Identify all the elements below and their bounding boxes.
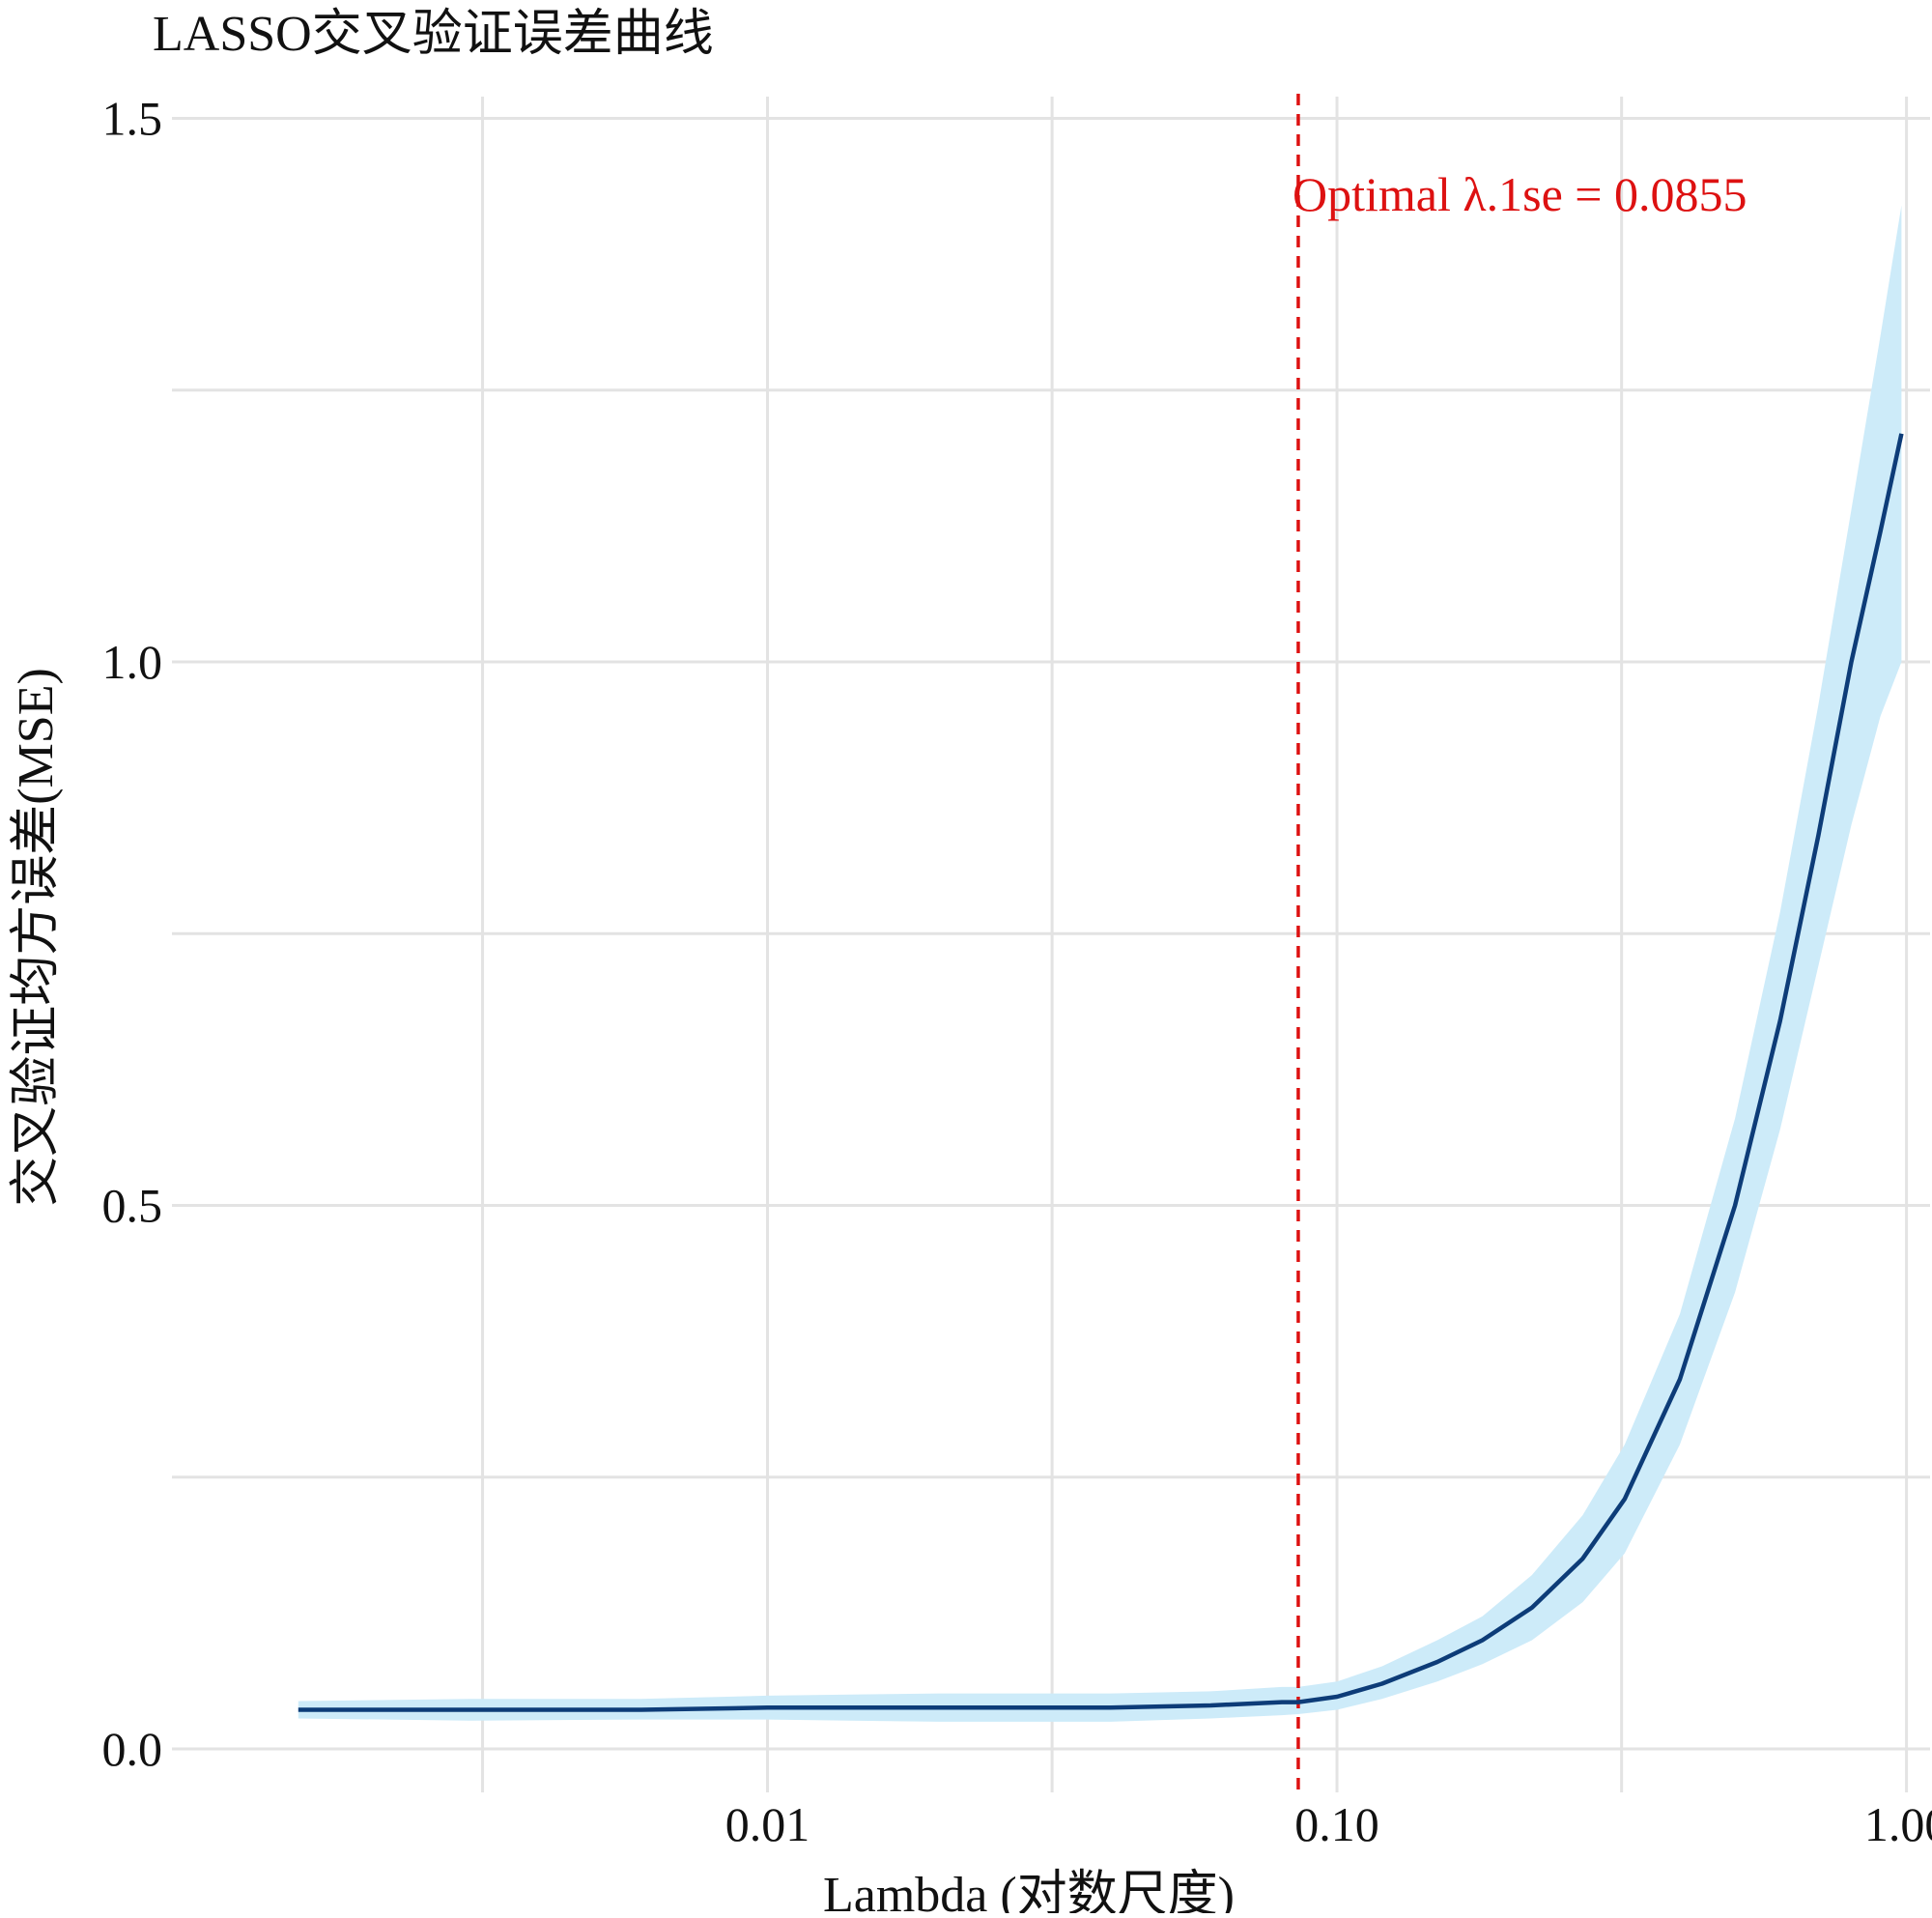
optimal-lambda-annotation: Optimal λ.1se = 0.0855 bbox=[1293, 167, 1747, 221]
y-tick-label: 0.5 bbox=[102, 1179, 163, 1233]
chart-title: LASSO交叉验证误差曲线 bbox=[153, 7, 714, 62]
y-tick-label: 0.0 bbox=[102, 1722, 163, 1776]
grid-layer bbox=[172, 97, 1930, 1792]
series-line-layer bbox=[298, 434, 1902, 1710]
x-axis-label: Lambda (对数尺度) bbox=[823, 1868, 1235, 1913]
confidence-band-layer bbox=[298, 206, 1902, 1722]
y-tick-label: 1.0 bbox=[102, 635, 163, 689]
y-axis-label: 交叉验证均方误差(MSE) bbox=[9, 668, 64, 1207]
y-tick-label: 1.5 bbox=[102, 92, 163, 146]
x-tick-label: 1.00 bbox=[1864, 1797, 1932, 1851]
x-tick-label: 0.01 bbox=[725, 1797, 810, 1851]
x-tick-label: 0.10 bbox=[1294, 1797, 1379, 1851]
confidence-band bbox=[298, 206, 1902, 1722]
mse-line bbox=[298, 434, 1902, 1710]
axis-label-layer: 0.0 0.5 1.0 1.5 0.01 0.10 1.00 bbox=[102, 92, 1932, 1852]
